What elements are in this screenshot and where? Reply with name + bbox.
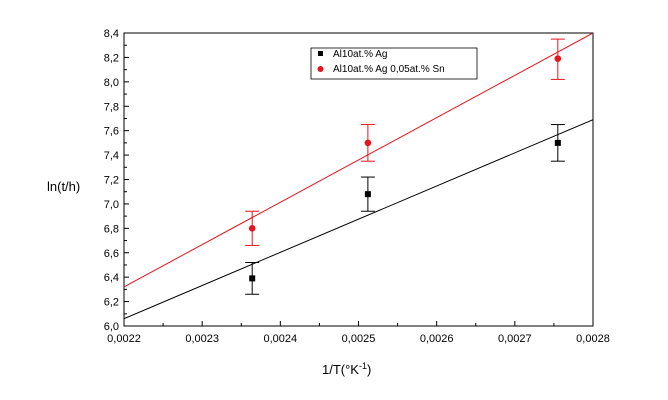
- y-tick-label: 7,2: [104, 175, 119, 187]
- y-tick-label: 8,2: [104, 52, 119, 64]
- data-point: [248, 225, 256, 232]
- y-axis-title: ln(t/h): [47, 179, 80, 194]
- y-tick-label: 7,4: [104, 150, 119, 162]
- legend-box: [310, 47, 478, 80]
- y-tick-label: 6,0: [104, 321, 119, 333]
- x-tick-label: 0,0022: [107, 333, 141, 345]
- data-point: [364, 191, 371, 198]
- legend-label-0: Al10at.% Ag: [333, 49, 387, 60]
- y-tick-label: 6,2: [104, 297, 119, 309]
- x-tick-label: 0,0028: [576, 333, 610, 345]
- x-tick-label: 0,0024: [264, 333, 298, 345]
- data-point: [249, 275, 256, 282]
- y-tick-label: 6,4: [104, 272, 119, 284]
- y-tick-label: 7,6: [104, 126, 119, 138]
- axis-ticks: 0,0022 0,0023 0,0024 0,0025 0,0026 0,0027 0,00…: [104, 28, 610, 345]
- x-tick-label: 0,0025: [342, 333, 376, 345]
- data-points: [248, 55, 562, 282]
- legend-marker-0: [318, 51, 323, 56]
- y-tick-label: 6,8: [104, 223, 119, 235]
- y-tick-label: 8,0: [104, 77, 119, 89]
- x-tick-label: 0,0026: [420, 333, 454, 345]
- data-point: [554, 139, 561, 146]
- x-axis-title-end: ): [367, 362, 371, 377]
- legend-label-1: Al10at.% Ag 0,05at.% Sn: [333, 64, 445, 75]
- fit-lines: [124, 33, 593, 320]
- fit-line-0: [124, 119, 593, 320]
- y-tick-label: 7,8: [104, 101, 119, 113]
- fit-line-1: [124, 33, 593, 288]
- legend-marker-1: [317, 66, 324, 72]
- x-tick-label: 0,0027: [498, 333, 532, 345]
- data-point: [364, 139, 372, 147]
- x-tick-label: 0,0023: [185, 333, 219, 345]
- data-point: [554, 55, 562, 62]
- legend: Al10at.% Ag Al10at.% Ag 0,05at.% Sn: [310, 47, 478, 80]
- y-tick-label: 6,6: [104, 248, 119, 260]
- x-axis-title-sup: -1: [359, 361, 367, 371]
- x-axis-title-main: 1/T(°K: [322, 362, 359, 377]
- y-tick-label: 7,0: [104, 199, 119, 211]
- y-tick-label: 8,4: [104, 28, 119, 40]
- x-axis-title: 1/T(°K-1): [322, 361, 371, 377]
